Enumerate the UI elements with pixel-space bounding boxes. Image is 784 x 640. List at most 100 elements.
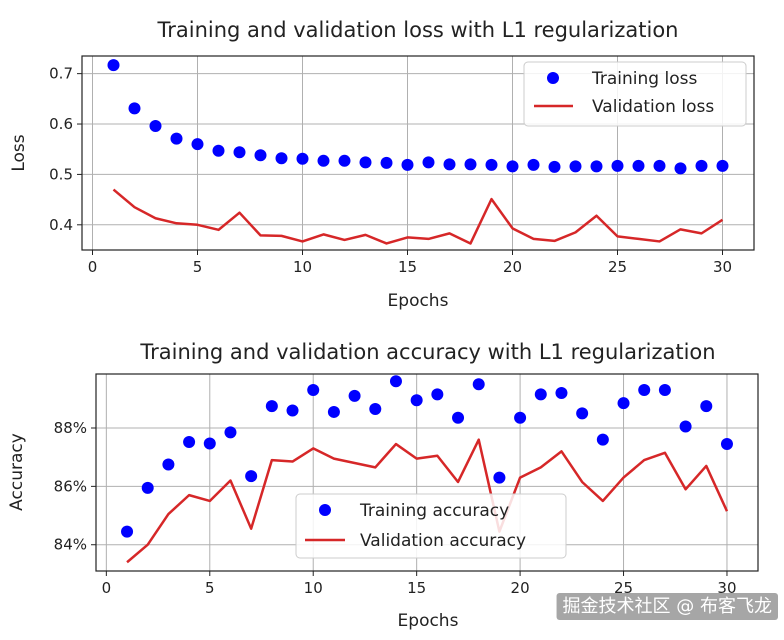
loss-training-point: [569, 160, 582, 173]
accuracy-training-point: [307, 384, 320, 397]
loss-training-point: [380, 156, 393, 169]
accuracy-x-tick-label: 5: [205, 579, 215, 597]
loss-training-point: [191, 138, 204, 151]
loss-training-point: [485, 158, 498, 171]
loss-training-point: [716, 159, 729, 172]
loss-training-point: [107, 59, 120, 72]
loss-training-point: [590, 160, 603, 173]
loss-chart: Training and validation loss with L1 reg…: [9, 18, 755, 311]
loss-x-axis-label: Epochs: [388, 291, 449, 311]
accuracy-legend-validation-label: Validation accuracy: [360, 531, 526, 551]
accuracy-y-axis-label: Accuracy: [7, 433, 27, 511]
loss-y-tick-label: 0.7: [49, 65, 73, 83]
loss-training-point: [611, 159, 624, 172]
accuracy-x-tick-label: 20: [511, 579, 530, 597]
accuracy-training-point: [348, 389, 361, 402]
accuracy-training-point: [224, 426, 237, 439]
loss-legend-training-label: Training loss: [591, 69, 697, 89]
accuracy-training-point: [534, 388, 547, 401]
loss-x-tick-label: 20: [503, 258, 522, 276]
loss-validation-line: [112, 188, 724, 245]
loss-y-ticks: 0.4 0.5 0.6 0.7: [49, 65, 82, 234]
loss-y-tick-label: 0.4: [49, 216, 73, 234]
loss-legend-validation-label: Validation loss: [592, 97, 714, 117]
accuracy-training-point: [141, 481, 154, 494]
loss-marks: [107, 59, 729, 245]
accuracy-training-point: [720, 438, 733, 451]
loss-x-tick-label: 30: [713, 258, 732, 276]
loss-x-tick-label: 15: [398, 258, 417, 276]
accuracy-y-tick-label: 86%: [54, 477, 87, 495]
loss-training-point: [632, 159, 645, 172]
accuracy-training-point: [514, 411, 527, 424]
accuracy-training-point: [431, 388, 444, 401]
accuracy-y-tick-label: 88%: [54, 419, 87, 437]
accuracy-training-point: [700, 400, 713, 413]
loss-training-point: [401, 158, 414, 171]
loss-legend-box: [523, 61, 747, 127]
accuracy-training-point: [183, 436, 196, 449]
accuracy-training-point: [265, 400, 278, 413]
loss-training-point: [170, 132, 183, 145]
loss-training-point: [338, 154, 351, 167]
loss-training-point: [149, 120, 162, 133]
accuracy-chart: Training and validation accuracy with L1…: [7, 340, 759, 631]
accuracy-validation-line: [126, 438, 729, 564]
loss-training-point: [317, 154, 330, 167]
accuracy-x-tick-label: 15: [407, 579, 426, 597]
watermark-backdrop: [556, 593, 778, 620]
accuracy-x-tick-label: 25: [614, 579, 633, 597]
accuracy-training-point: [617, 397, 630, 410]
loss-training-point: [527, 158, 540, 171]
loss-legend: Training loss Validation loss: [523, 61, 747, 127]
accuracy-training-point: [286, 404, 299, 417]
loss-y-tick-label: 0.6: [49, 115, 73, 133]
accuracy-training-point: [203, 437, 216, 450]
accuracy-training-point: [410, 394, 423, 407]
loss-training-point: [674, 162, 687, 175]
loss-x-tick-label: 25: [608, 258, 627, 276]
accuracy-training-point: [658, 384, 671, 397]
accuracy-x-tick-label: 10: [304, 579, 323, 597]
loss-training-point: [548, 160, 561, 173]
loss-training-point: [275, 152, 288, 165]
loss-y-tick-label: 0.5: [49, 165, 73, 183]
loss-training-point: [695, 159, 708, 172]
accuracy-training-point: [327, 405, 340, 418]
accuracy-training-point: [452, 411, 465, 424]
loss-x-tick-label: 10: [293, 258, 312, 276]
accuracy-y-tick-label: 84%: [54, 536, 87, 554]
watermark: 掘金技术社区 @ 布客飞龙: [563, 596, 772, 617]
loss-x-ticks: 0 5 10 15 20 25 30: [88, 250, 732, 276]
loss-y-axis-label: Loss: [9, 134, 29, 171]
accuracy-legend-training-marker: [319, 504, 331, 516]
loss-training-point: [296, 152, 309, 165]
loss-training-point: [233, 146, 246, 159]
accuracy-training-point: [596, 433, 609, 446]
accuracy-marks: [121, 375, 733, 564]
accuracy-y-ticks: 84% 86% 88%: [54, 419, 96, 554]
loss-training-point: [128, 102, 141, 115]
loss-legend-training-marker: [547, 72, 559, 84]
loss-training-point: [212, 144, 225, 157]
loss-training-point: [464, 158, 477, 171]
accuracy-training-point: [162, 458, 175, 471]
loss-x-tick-label: 5: [193, 258, 203, 276]
accuracy-training-point: [555, 386, 568, 399]
accuracy-training-point: [493, 471, 506, 484]
accuracy-training-point: [679, 420, 692, 433]
accuracy-x-ticks: 0 5 10 15 20 25 30: [102, 571, 737, 597]
accuracy-plot-frame: [95, 373, 759, 572]
loss-training-point: [254, 149, 267, 162]
accuracy-x-tick-label: 30: [717, 579, 736, 597]
accuracy-training-point: [245, 470, 258, 483]
accuracy-training-point: [389, 375, 402, 388]
loss-x-tick-label: 0: [88, 258, 98, 276]
loss-plot-frame: [81, 55, 755, 251]
accuracy-legend-training-label: Training accuracy: [359, 501, 509, 521]
accuracy-training-point: [472, 378, 485, 391]
accuracy-training-point: [638, 384, 651, 397]
accuracy-chart-title: Training and validation accuracy with L1…: [139, 340, 715, 364]
accuracy-training-point: [576, 407, 589, 420]
